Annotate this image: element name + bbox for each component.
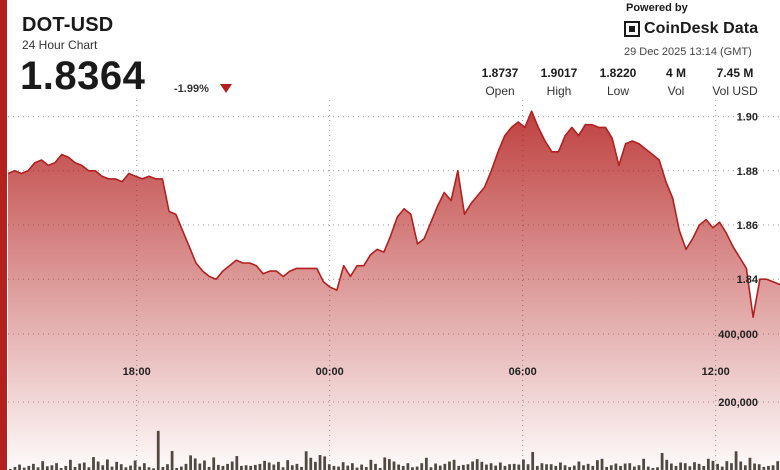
stat-label: Vol USD (712, 84, 758, 98)
price-change: -1.99% (174, 83, 209, 95)
price-line (7, 110, 780, 318)
chart-subtitle: 24 Hour Chart (22, 38, 98, 52)
timestamp: 29 Dec 2025 13:14 (GMT) (624, 46, 752, 58)
stat-vol-usd: 7.45 M Vol USD (705, 66, 765, 98)
stat-low: 1.8220 Low (588, 66, 648, 98)
price-tick-label: 1.90 (737, 112, 758, 124)
stat-label: High (546, 84, 572, 98)
stat-label: Open (485, 84, 515, 98)
current-price: 1.8364 (20, 54, 146, 98)
stat-label: Vol (667, 84, 685, 98)
down-arrow-icon (220, 84, 232, 93)
stat-value: 1.8737 (481, 66, 519, 80)
brand-name: CoinDesk Data (644, 20, 759, 37)
time-tick-label: 12:00 (702, 366, 730, 378)
stat-label: Low (606, 84, 629, 98)
price-area (8, 111, 780, 470)
stat-vol: 4 M Vol (646, 66, 706, 98)
volume-tick-label: 400,000 (718, 329, 758, 341)
powered-by-label: Powered by (626, 2, 688, 14)
price-tick-label: 1.86 (737, 220, 758, 232)
brand-logo: CoinDesk Data (624, 20, 758, 38)
stat-value: 1.8220 (599, 66, 637, 80)
stat-high: 1.9017 High (529, 66, 589, 98)
volume-tick-label: 200,000 (718, 397, 758, 409)
stat-value: 7.45 M (716, 66, 754, 80)
coindesk-logo-icon (624, 21, 640, 37)
time-tick-label: 00:00 (316, 366, 344, 378)
stat-value: 4 M (665, 66, 686, 80)
accent-bar (0, 0, 7, 470)
time-tick-label: 18:00 (123, 366, 151, 378)
stats-row: 1.8737 Open 1.9017 High 1.8220 Low 4 M V… (470, 66, 770, 100)
stat-open: 1.8737 Open (470, 66, 530, 98)
price-tick-label: 1.84 (737, 274, 759, 286)
pair-title: DOT-USD (22, 14, 114, 36)
stat-value: 1.9017 (540, 66, 578, 80)
time-tick-label: 06:00 (509, 366, 537, 378)
price-tick-label: 1.88 (737, 166, 758, 178)
